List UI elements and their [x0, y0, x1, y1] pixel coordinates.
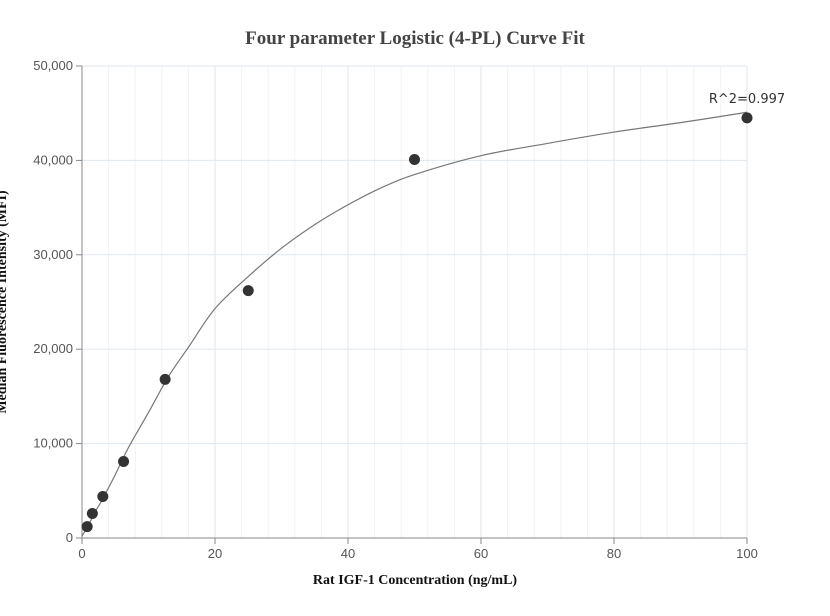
data-point: [409, 153, 420, 165]
axes: 0 10,000 20,000 30,000 40,000 50,000 0 20 40 60 80…: [33, 58, 758, 561]
data-point: [159, 373, 171, 385]
x-tick-label: 20: [208, 546, 222, 561]
y-axis-title: Median Fluorescence Intensity (MFI): [0, 190, 10, 414]
y-tick-label: 10,000: [33, 436, 73, 451]
x-tick-label: 100: [736, 546, 758, 561]
y-tick-label: 0: [66, 530, 73, 545]
minor-grid: [108, 66, 721, 538]
x-tick-label: 60: [474, 546, 488, 561]
data-point: [741, 112, 753, 124]
major-grid: [82, 65, 748, 538]
x-tick-label: 40: [341, 546, 355, 561]
y-tick-label: 30,000: [33, 247, 73, 262]
y-tick-label: 50,000: [33, 58, 73, 73]
y-tick-label: 40,000: [33, 152, 73, 167]
fit-curve: [81, 111, 748, 537]
y-tick-label: 20,000: [33, 341, 73, 356]
data-points: [81, 112, 753, 533]
data-point: [118, 456, 130, 468]
x-axis-title: Rat IGF-1 Concentration (ng/mL): [313, 573, 517, 588]
data-point: [242, 285, 254, 297]
x-tick-label: 0: [78, 546, 85, 561]
fit-curve-layer: [81, 111, 748, 537]
data-point: [86, 507, 98, 519]
r-squared-annotation: R^2=0.997: [709, 92, 785, 107]
data-point: [97, 490, 109, 502]
data-point: [81, 521, 93, 533]
x-tick-label: 80: [607, 546, 621, 561]
chart-title: Four parameter Logistic (4-PL) Curve Fit: [245, 28, 585, 49]
